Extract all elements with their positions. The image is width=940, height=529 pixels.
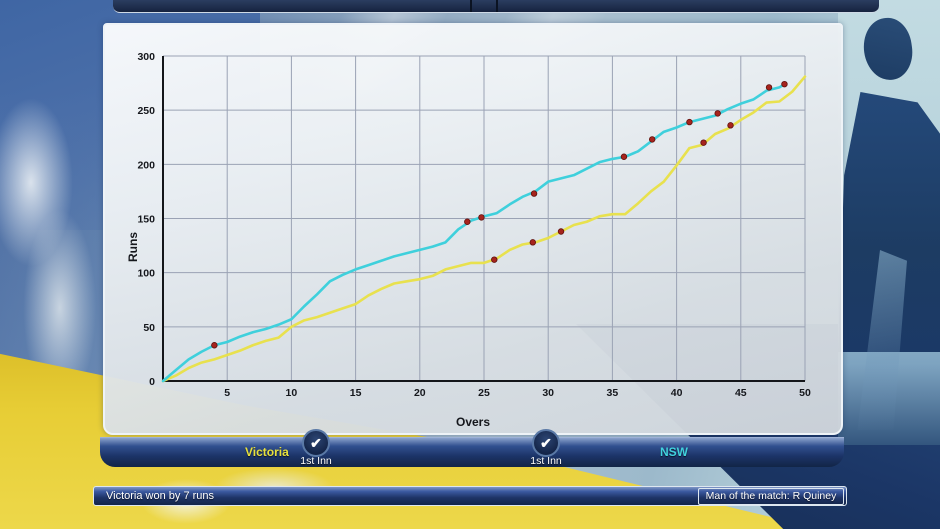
nsw-wicket-marker [781, 80, 788, 88]
worm-chart: 5 10 15 20 25 30 35 40 45 50 0 50 100 150 200 250 300 [137, 51, 811, 399]
nsw-wicket-marker [649, 136, 656, 143]
nsw-wicket-marker [211, 342, 218, 349]
x-tick-label: 20 [414, 387, 426, 399]
victoria-wicket-marker [727, 122, 734, 129]
nsw-wicket-marker [686, 118, 693, 126]
y-tick-label: 200 [137, 159, 155, 171]
x-tick-label: 25 [478, 387, 490, 399]
run-comparison-panel: 5 10 15 20 25 30 35 40 45 50 0 50 100 150 200 250 300 Ov… [103, 23, 843, 435]
nsw-wicket-marker [620, 153, 628, 160]
nsw-wicket-marker [478, 214, 485, 221]
y-tick-label: 100 [137, 268, 155, 280]
man-of-the-match-box: Man of the match: R Quiney [698, 488, 844, 505]
innings-button-victoria-1st[interactable]: ✔ 1st Inn [294, 429, 338, 467]
x-tick-label: 10 [286, 387, 298, 399]
nsw-wicket-marker [530, 190, 538, 197]
check-icon: ✔ [302, 429, 330, 457]
nsw-worm-line [161, 82, 786, 383]
x-tick-label: 15 [350, 387, 362, 399]
y-tick-label: 0 [149, 376, 155, 388]
y-tick-label: 50 [143, 322, 155, 334]
x-tick-label: 5 [224, 387, 230, 399]
x-tick-label: 45 [735, 387, 747, 399]
top-tab-bar[interactable] [113, 0, 879, 13]
y-tick-label: 150 [137, 214, 155, 226]
y-tick-label: 250 [137, 105, 155, 117]
x-axis-title: Overs [455, 415, 491, 429]
y-axis-title: Runs [126, 232, 140, 262]
innings-button-nsw-1st[interactable]: ✔ 1st Inn [524, 429, 568, 467]
match-result-bar: Victoria won by 7 runs Man of the match:… [93, 486, 847, 506]
nsw-wicket-marker [765, 84, 773, 91]
team-label-nsw: NSW [660, 445, 688, 459]
x-tick-label: 40 [671, 387, 683, 399]
x-tick-label: 50 [799, 387, 811, 399]
match-result-text: Victoria won by 7 runs [106, 490, 215, 502]
victoria-wicket-marker [491, 256, 498, 263]
team-label-victoria: Victoria [245, 445, 289, 459]
check-icon: ✔ [532, 429, 560, 457]
innings-button-label: 1st Inn [530, 455, 562, 467]
victoria-worm-line [161, 75, 807, 383]
x-tick-label: 35 [607, 387, 619, 399]
y-tick-label: 300 [137, 51, 155, 63]
victoria-wicket-marker [529, 239, 536, 246]
nsw-wicket-marker [464, 218, 471, 225]
innings-button-label: 1st Inn [300, 455, 332, 467]
tab-divider [470, 0, 472, 12]
tab-divider [496, 0, 498, 12]
victoria-wicket-marker [700, 139, 707, 146]
innings-selector-bar: Victoria ✔ 1st Inn ✔ 1st Inn NSW [100, 429, 844, 467]
nsw-wicket-marker [714, 110, 721, 117]
x-tick-label: 30 [542, 387, 554, 399]
victoria-wicket-marker [557, 228, 565, 235]
